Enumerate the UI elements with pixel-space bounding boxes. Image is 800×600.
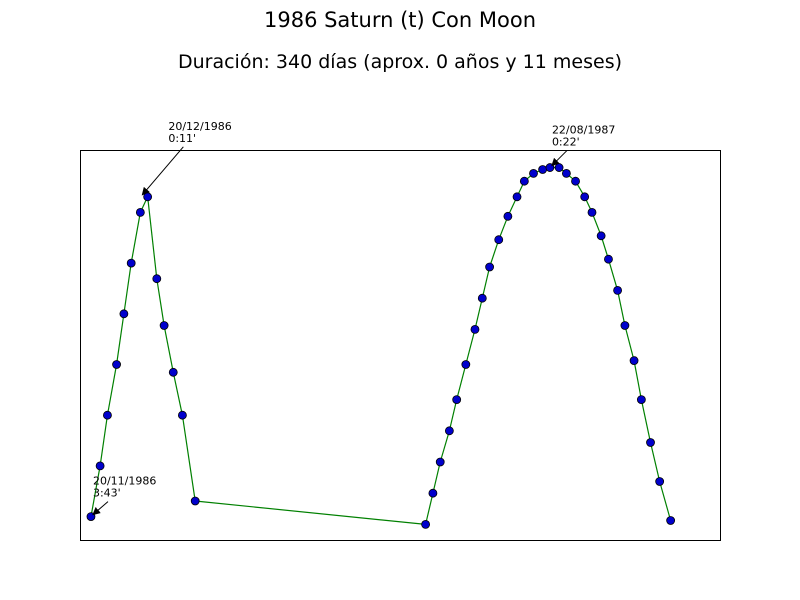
line-segment [106,364,118,416]
line-segment [649,442,661,482]
plot-area-frame [80,150,721,541]
data-point [636,395,646,405]
line-segment [130,212,141,264]
data-point [571,176,580,186]
data-point [604,254,613,264]
data-point [629,356,639,366]
data-point [112,360,121,369]
data-point [95,461,105,471]
line-segment [474,298,483,330]
data-point [494,235,504,245]
data-point [452,395,462,405]
data-point [177,410,187,420]
data-point [503,211,513,221]
data-point [190,496,200,506]
series-points [86,163,676,529]
data-point [554,163,564,172]
data-point [538,165,548,174]
data-point [562,168,571,178]
line-segment [172,372,183,416]
line-segment [439,430,450,463]
data-point [428,488,438,498]
data-point [143,192,153,202]
data-point [587,207,597,217]
annotation-value: 0:11' [168,132,196,145]
line-segment [481,266,491,299]
line-segment [465,329,476,365]
chart-subtitle: Duración: 340 días (aprox. 0 años y 11 m… [177,51,623,73]
data-point [519,176,529,186]
data-point [461,360,471,369]
line-segment [163,325,174,373]
data-point [435,457,445,467]
annotation-date: 22/08/1987 [552,124,615,137]
line-segment [617,290,626,326]
line-segment [156,278,165,326]
data-point [655,477,665,486]
line-segment [99,415,109,466]
line-segment [115,313,125,365]
data-point [512,192,522,202]
data-point [135,207,145,217]
annotation-value: 0:22' [552,136,580,149]
line-segment [489,239,500,268]
line-segment [456,364,467,400]
data-point [444,426,454,436]
data-point [126,258,136,268]
annotation-value: 3:43' [93,487,121,500]
line-segment [147,196,158,279]
data-point [470,324,480,334]
chart-title: 1986 Saturn (t) Con Moon [263,8,537,32]
line-segment [624,325,635,361]
line-segment [425,493,434,525]
data-point [477,293,487,303]
data-point [159,321,169,330]
line-segment [448,399,458,431]
line-segment [195,500,426,525]
line-segment [633,360,642,400]
line-segment [607,259,619,291]
annotation-arrow [551,150,568,167]
data-point [580,192,590,202]
annotation-date: 20/12/1986 [168,120,231,133]
line-segment [640,399,652,443]
annotation-date: 20/11/1986 [93,475,156,488]
data-point [103,410,112,420]
line-segment [432,461,441,494]
data-point [168,367,178,377]
data-point [620,321,630,330]
line-segment [123,263,132,314]
annotation-arrow [92,501,109,516]
data-point [119,309,129,319]
data-point [421,520,431,529]
line-segment [659,481,672,521]
data-point [152,274,162,284]
data-point [613,285,622,295]
annotation-arrow [141,146,184,196]
data-point [666,516,676,525]
line-segment [181,415,196,502]
data-point [529,168,538,178]
data-point [485,262,495,272]
data-point [646,438,655,447]
data-point [596,231,606,241]
